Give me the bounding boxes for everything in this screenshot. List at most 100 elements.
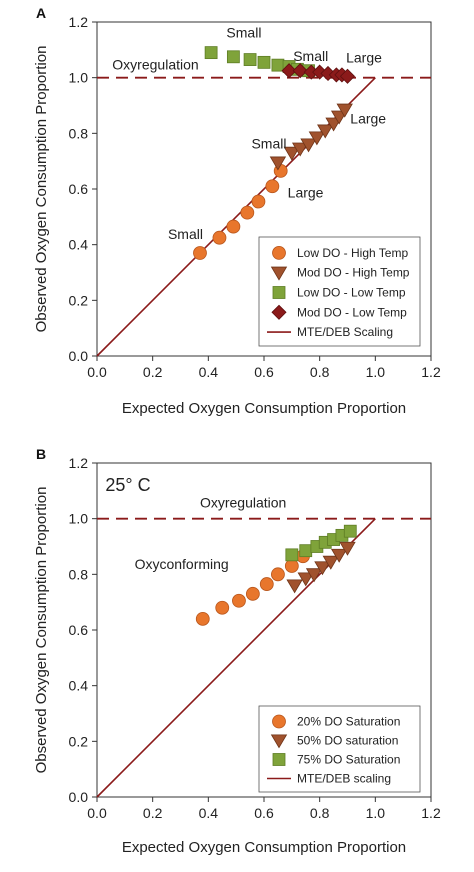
annotation: Oxyregulation	[112, 56, 198, 72]
y-tick-label: 0.6	[69, 622, 89, 638]
data-point-square	[226, 50, 240, 64]
annotation: Small	[168, 226, 203, 242]
annotation: Small	[226, 24, 261, 40]
data-point-circle	[284, 559, 299, 573]
annotation: Oxyregulation	[200, 495, 286, 511]
data-point-triangle-down	[305, 568, 323, 583]
data-point-triangle-down	[297, 572, 314, 587]
data-point-triangle-down	[286, 579, 303, 594]
legend: Low DO - High Temp Mod DO - High Temp Low …	[258, 236, 421, 347]
data-point-triangle-down	[336, 103, 353, 118]
legend-swatch-square	[272, 286, 286, 299]
data-point-diamond	[292, 63, 308, 79]
y-axis-label: Observed Oxygen Consumption Proportion	[33, 46, 50, 333]
annotation: Small	[293, 48, 328, 64]
data-point-square	[285, 548, 299, 562]
x-tick-label: 0.0	[87, 805, 107, 821]
legend-label: MTE/DEB scaling	[297, 772, 391, 786]
data-point-triangle-down	[291, 142, 309, 157]
legend-label: Low DO - Low Temp	[297, 286, 406, 300]
y-tick-label: 0.2	[69, 292, 89, 308]
data-point-circle	[259, 577, 274, 591]
legend-label: 50% DO saturation	[297, 734, 398, 748]
x-tick-label: 1.2	[421, 364, 441, 380]
data-point-square	[271, 58, 285, 72]
data-point-circle	[226, 219, 241, 234]
legend-swatch-diamond	[271, 304, 287, 320]
data-point-square	[257, 55, 271, 69]
data-point-circle	[245, 586, 260, 601]
data-point-triangle-down	[322, 555, 339, 570]
data-point-triangle-down	[317, 124, 334, 139]
legend-label: Mod DO - Low Temp	[297, 305, 407, 319]
x-tick-label: 0.6	[254, 364, 274, 380]
data-point-square	[299, 544, 313, 558]
legend-label: 20% DO Saturation	[297, 715, 400, 729]
data-point-triangle-down	[339, 541, 356, 556]
data-point-triangle-down	[308, 131, 326, 146]
legend-box	[258, 236, 421, 347]
y-tick-label: 1.2	[69, 14, 89, 30]
legend: 20% DO Saturation 50% DO saturation 75% DO…	[258, 705, 421, 793]
data-point-circle	[215, 600, 230, 615]
x-tick-label: 1.0	[366, 364, 386, 380]
annotation: 25° C	[105, 475, 150, 495]
data-point-circle	[240, 205, 255, 220]
data-point-square	[343, 524, 357, 538]
data-point-diamond	[281, 63, 297, 79]
x-tick-label: 0.8	[310, 805, 330, 821]
y-tick-label: 0.4	[69, 678, 89, 694]
data-point-triangle-down	[330, 548, 348, 563]
data-point-circle	[193, 246, 207, 260]
y-tick-label: 0.0	[69, 348, 89, 364]
data-point-diamond	[339, 68, 356, 84]
data-point-circle	[271, 567, 285, 582]
legend-swatch-square	[272, 753, 286, 766]
x-tick-label: 1.2	[421, 805, 441, 821]
annotation: Large	[288, 184, 324, 200]
legend-swatch-circle	[272, 714, 286, 729]
x-tick-label: 0.4	[199, 364, 219, 380]
x-tick-label: 0.4	[199, 805, 219, 821]
x-tick-label: 0.8	[310, 364, 330, 380]
data-point-triangle-down	[314, 561, 331, 576]
y-tick-label: 0.2	[69, 733, 89, 749]
x-tick-label: 1.0	[366, 805, 386, 821]
legend-swatch-circle	[272, 245, 286, 260]
y-tick-label: 0.8	[69, 566, 89, 582]
data-point-circle	[251, 194, 266, 209]
y-tick-label: 0.4	[69, 237, 89, 253]
y-tick-label: 0.8	[69, 125, 89, 141]
legend-box	[258, 705, 421, 793]
data-point-triangle-down	[300, 138, 317, 153]
y-tick-label: 1.0	[69, 511, 89, 527]
data-point-triangle-down	[269, 156, 287, 171]
panel-b: B 0.0 0.2 0.4 0.6 0.8 1.0 1.2 0.0 0.2 0.4 0.6 0.8 1.0…	[33, 446, 441, 856]
y-axis-label: Observed Oxygen Consumption Proportion	[33, 487, 50, 774]
x-axis-label: Expected Oxygen Consumption Proportion	[122, 839, 406, 856]
data-point-circle	[212, 230, 227, 245]
panel-letter: A	[36, 5, 46, 21]
annotation: Small	[251, 136, 286, 152]
annotation: Large	[350, 111, 386, 127]
data-point-square	[243, 53, 257, 66]
legend-label: Low DO - High Temp	[297, 246, 408, 260]
y-tick-label: 1.2	[69, 455, 89, 471]
data-point-circle	[232, 593, 246, 608]
legend-label: Mod DO - High Temp	[297, 266, 410, 280]
y-tick-label: 0.6	[69, 181, 89, 197]
legend-label: MTE/DEB Scaling	[297, 325, 393, 339]
annotation: Oxyconforming	[135, 556, 229, 572]
x-tick-label: 0.0	[87, 364, 107, 380]
data-point-square	[204, 46, 218, 60]
y-tick-label: 1.0	[69, 70, 89, 86]
data-point-circle	[265, 179, 280, 194]
data-point-triangle-down	[283, 146, 301, 161]
panel-letter: B	[36, 446, 46, 462]
data-point-circle	[195, 611, 210, 626]
scaling-line	[96, 77, 376, 357]
x-tick-label: 0.2	[143, 805, 163, 821]
legend-swatch-triangle-down	[270, 734, 288, 749]
x-tick-label: 0.6	[254, 805, 274, 821]
